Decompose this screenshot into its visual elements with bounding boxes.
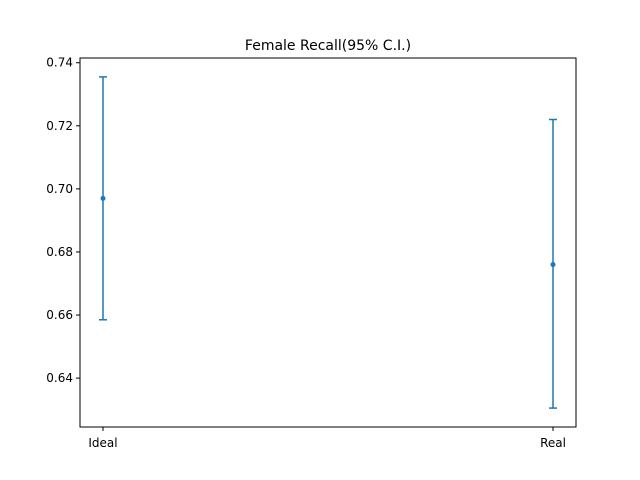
plot-frame [79, 57, 577, 428]
data-point [550, 262, 556, 268]
x-tick-label: Real [540, 436, 566, 450]
y-tick-label: 0.74 [46, 56, 73, 70]
y-tick-label: 0.66 [46, 308, 73, 322]
y-tick-label: 0.70 [46, 182, 73, 196]
y-tick-label: 0.72 [46, 119, 73, 133]
chart-title: Female Recall(95% C.I.) [245, 38, 411, 54]
y-tick-label: 0.68 [46, 245, 73, 259]
data-point [100, 195, 106, 201]
error-bar [549, 118, 557, 409]
x-axis: Ideal Real [88, 427, 566, 450]
y-axis: 0.64 0.66 0.68 0.70 0.72 0.74 [46, 56, 80, 385]
x-tick-label: Ideal [88, 436, 117, 450]
y-tick-label: 0.64 [46, 371, 73, 385]
plot-area [99, 76, 557, 409]
error-bar [99, 76, 107, 321]
